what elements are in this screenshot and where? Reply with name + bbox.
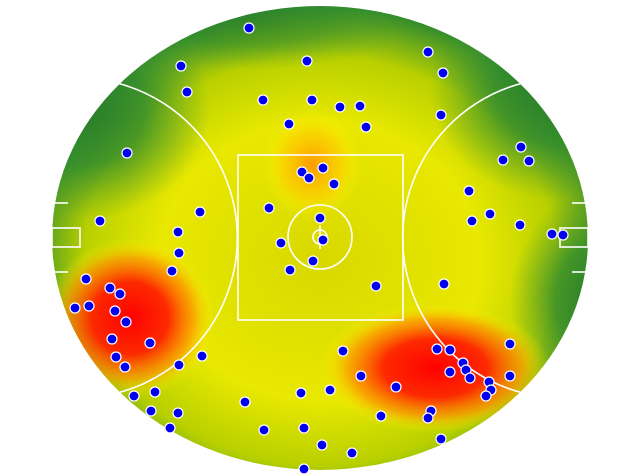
point xyxy=(258,424,270,436)
point xyxy=(114,288,126,300)
point xyxy=(83,300,95,312)
point xyxy=(346,447,358,459)
point xyxy=(69,302,81,314)
point xyxy=(324,384,336,396)
point xyxy=(435,109,447,121)
point xyxy=(243,22,255,34)
point xyxy=(172,226,184,238)
point xyxy=(317,234,329,246)
point xyxy=(257,94,269,106)
point xyxy=(334,101,346,113)
point xyxy=(295,387,307,399)
point xyxy=(173,359,185,371)
point xyxy=(484,208,496,220)
point xyxy=(316,439,328,451)
point xyxy=(296,166,308,178)
point xyxy=(422,412,434,424)
point xyxy=(354,100,366,112)
point xyxy=(298,463,310,475)
point xyxy=(355,370,367,382)
point xyxy=(314,212,326,224)
point xyxy=(557,229,569,241)
point xyxy=(504,370,516,382)
point xyxy=(106,333,118,345)
point xyxy=(128,390,140,402)
point xyxy=(463,185,475,197)
point xyxy=(181,86,193,98)
point xyxy=(444,366,456,378)
point xyxy=(284,264,296,276)
point xyxy=(306,94,318,106)
point xyxy=(196,350,208,362)
point xyxy=(480,390,492,402)
point xyxy=(109,305,121,317)
point xyxy=(164,422,176,434)
point xyxy=(546,228,558,240)
point xyxy=(104,282,116,294)
point xyxy=(435,433,447,445)
point xyxy=(328,178,340,190)
point xyxy=(337,345,349,357)
point xyxy=(431,343,443,355)
point xyxy=(514,219,526,231)
point xyxy=(422,46,434,58)
point xyxy=(80,273,92,285)
point xyxy=(390,381,402,393)
point xyxy=(166,265,178,277)
point xyxy=(515,141,527,153)
point xyxy=(301,55,313,67)
point xyxy=(375,410,387,422)
point xyxy=(120,316,132,328)
point xyxy=(298,422,310,434)
point xyxy=(239,396,251,408)
point xyxy=(275,237,287,249)
point xyxy=(263,202,275,214)
point xyxy=(144,337,156,349)
point xyxy=(172,407,184,419)
point xyxy=(437,67,449,79)
point xyxy=(303,172,315,184)
point xyxy=(504,338,516,350)
point xyxy=(145,405,157,417)
point xyxy=(119,361,131,373)
point xyxy=(360,121,372,133)
point xyxy=(175,60,187,72)
point xyxy=(283,118,295,130)
point xyxy=(94,215,106,227)
point xyxy=(194,206,206,218)
point xyxy=(438,278,450,290)
point xyxy=(173,247,185,259)
point xyxy=(466,215,478,227)
point xyxy=(110,351,122,363)
point xyxy=(317,162,329,174)
point xyxy=(307,255,319,267)
point xyxy=(149,386,161,398)
point xyxy=(121,147,133,159)
point xyxy=(464,372,476,384)
point xyxy=(444,344,456,356)
point xyxy=(370,280,382,292)
point xyxy=(523,155,535,167)
point xyxy=(497,154,509,166)
